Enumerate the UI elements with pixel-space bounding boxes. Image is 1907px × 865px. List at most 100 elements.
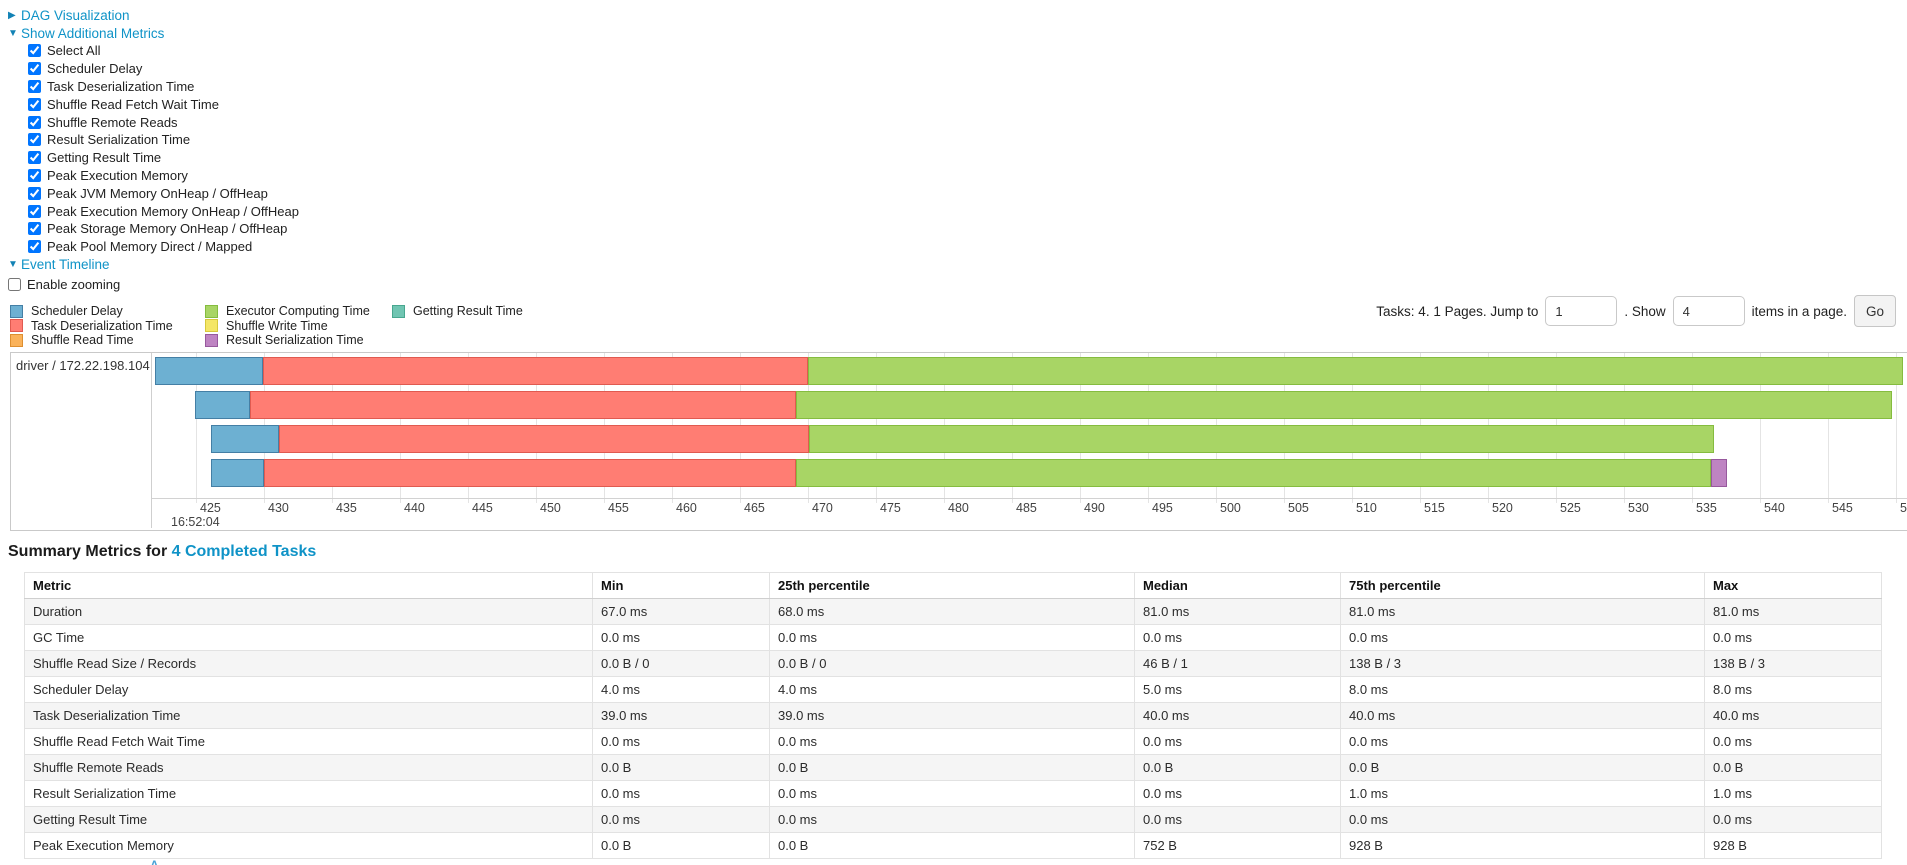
metric-checkbox-task-deserialization-time[interactable]: Task Deserialization Time: [28, 78, 299, 96]
jump-to-page-input[interactable]: [1545, 296, 1618, 326]
metric-checkbox-peak-storage-memory-onheap-offheap[interactable]: Peak Storage Memory OnHeap / OffHeap: [28, 220, 299, 238]
show-additional-metrics-link[interactable]: Show Additional Metrics: [21, 25, 165, 41]
event-timeline-toggle[interactable]: ▼ Event Timeline: [8, 256, 299, 274]
summary-col-header: 75th percentile: [1340, 572, 1705, 599]
metric-value-cell: 0.0 ms: [1704, 728, 1882, 755]
summary-row-gc-time: GC Time 0.0 ms 0.0 ms 0.0 ms 0.0 ms 0.0 ms: [24, 624, 1882, 651]
summary-table-body: Duration 67.0 ms 68.0 ms 81.0 ms 81.0 ms 81.0…: [24, 598, 1882, 859]
metric-value-cell: 0.0 B: [769, 754, 1135, 781]
metric-name-cell: Shuffle Read Size / Records: [24, 650, 593, 677]
enable-zooming-option[interactable]: Enable zooming: [8, 276, 299, 293]
checkbox[interactable]: [28, 222, 41, 236]
tick-label: 515: [1424, 501, 1445, 515]
summary-col-header: Metric: [24, 572, 593, 599]
go-button[interactable]: Go: [1853, 295, 1896, 327]
summary-row-shuffle-read-size-records: Shuffle Read Size / Records 0.0 B / 0 0.0 …: [24, 650, 1882, 677]
gridline: [1896, 353, 1897, 503]
event-timeline-link[interactable]: Event Timeline: [21, 257, 110, 273]
metric-value-cell: 752 B: [1134, 832, 1341, 859]
axis-time-label: 16:52:04: [171, 515, 220, 529]
task-bar-segment-executor-computing[interactable]: [795, 459, 1712, 487]
checkbox[interactable]: [28, 186, 41, 200]
task-bar-segment-task-deserialization[interactable]: [262, 357, 808, 385]
task-bar-segment-executor-computing[interactable]: [809, 425, 1714, 453]
metric-name-cell: Result Serialization Time: [24, 780, 593, 807]
legend-label: Executor Computing Time: [226, 304, 370, 319]
gridline: [1760, 353, 1761, 503]
metric-checkbox-shuffle-remote-reads[interactable]: Shuffle Remote Reads: [28, 113, 299, 131]
checkbox[interactable]: [28, 240, 41, 254]
metric-value-cell: 928 B: [1340, 832, 1705, 859]
legend-column: Scheduler Delay Task Deserialization Time…: [10, 304, 205, 348]
dag-visualization-toggle[interactable]: ▶ DAG Visualization: [8, 6, 299, 24]
tick-label: 545: [1832, 501, 1853, 515]
tick-label: 520: [1492, 501, 1513, 515]
checkbox[interactable]: [28, 133, 41, 147]
show-additional-metrics-toggle[interactable]: ▼ Show Additional Metrics: [8, 24, 299, 42]
summary-metrics-title: Summary Metrics for 4 Completed Tasks: [8, 543, 316, 561]
tasks-count-text: Tasks: 4. 1 Pages. Jump to: [1376, 303, 1539, 319]
task-bar-segment-task-deserialization[interactable]: [278, 425, 810, 453]
checkbox[interactable]: [28, 168, 41, 182]
metric-checkbox-peak-execution-memory[interactable]: Peak Execution Memory: [28, 167, 299, 185]
metrics-checkbox-list: Select All Scheduler Delay Task Deserializ…: [28, 42, 299, 256]
checkbox-label: Scheduler Delay: [47, 61, 143, 77]
legend-swatch-icon: [10, 333, 23, 347]
task-bar-segment-scheduler-delay[interactable]: [155, 357, 263, 385]
checkbox-label: Task Deserialization Time: [47, 78, 195, 94]
timeline-legend: Scheduler Delay Task Deserialization Time…: [10, 304, 523, 348]
checkbox[interactable]: [28, 97, 41, 111]
metric-value-cell: 0.0 ms: [769, 780, 1135, 807]
metric-value-cell: 0.0 ms: [1134, 728, 1341, 755]
metric-name-cell: Shuffle Read Fetch Wait Time: [24, 728, 593, 755]
tick-label: 485: [1016, 501, 1037, 515]
completed-tasks-link[interactable]: 4 Completed Tasks: [171, 543, 317, 560]
dag-visualization-link[interactable]: DAG Visualization: [21, 7, 130, 23]
metric-value-cell: 81.0 ms: [1704, 598, 1882, 625]
checkbox[interactable]: [28, 151, 41, 165]
task-bar-segment-result-serialization[interactable]: [1711, 459, 1728, 487]
task-bar-segment-scheduler-delay[interactable]: [194, 391, 251, 419]
checkbox-label: Peak Execution Memory: [47, 167, 188, 183]
enable-zooming-checkbox[interactable]: [8, 277, 21, 291]
metric-checkbox-scheduler-delay[interactable]: Scheduler Delay: [28, 60, 299, 78]
items-per-page-input[interactable]: [1672, 296, 1745, 326]
legend-column: Getting Result Time: [392, 304, 523, 348]
legend-label: Shuffle Write Time: [226, 318, 328, 333]
checkbox-label: Shuffle Remote Reads: [47, 114, 178, 130]
timeline-group-column: driver / 172.22.198.104: [11, 353, 152, 528]
metric-checkbox-peak-jvm-memory-onheap-offheap[interactable]: Peak JVM Memory OnHeap / OffHeap: [28, 184, 299, 202]
event-timeline-chart: driver / 172.22.198.104 425 430 435 440 445 4…: [10, 352, 1907, 531]
task-bar-segment-executor-computing[interactable]: [808, 357, 1903, 385]
task-bar-segment-task-deserialization[interactable]: [250, 391, 796, 419]
metric-checkbox-shuffle-read-fetch-wait-time[interactable]: Shuffle Read Fetch Wait Time: [28, 95, 299, 113]
checkbox[interactable]: [28, 204, 41, 218]
tick-label: 455: [608, 501, 629, 515]
metric-name-cell: Shuffle Remote Reads: [24, 754, 593, 781]
metric-value-cell: 0.0 B / 0: [592, 650, 770, 677]
task-bar-segment-scheduler-delay[interactable]: [210, 459, 264, 487]
metric-value-cell: 8.0 ms: [1340, 676, 1705, 703]
metric-checkbox-getting-result-time[interactable]: Getting Result Time: [28, 149, 299, 167]
task-bar-segment-executor-computing[interactable]: [795, 391, 1892, 419]
checkbox[interactable]: [28, 115, 41, 129]
cutoff-next-section-link[interactable]: A: [150, 858, 159, 865]
metric-value-cell: 0.0 ms: [769, 624, 1135, 651]
metric-value-cell: 0.0 B: [1340, 754, 1705, 781]
metric-value-cell: 1.0 ms: [1340, 780, 1705, 807]
metric-value-cell: 39.0 ms: [769, 702, 1135, 729]
checkbox[interactable]: [28, 44, 41, 58]
task-bar-segment-task-deserialization[interactable]: [264, 459, 796, 487]
metric-checkbox-peak-execution-memory-onheap-offheap[interactable]: Peak Execution Memory OnHeap / OffHeap: [28, 202, 299, 220]
checkbox[interactable]: [28, 62, 41, 76]
metric-value-cell: 0.0 B: [769, 832, 1135, 859]
metric-checkbox-peak-pool-memory-direct-mapped[interactable]: Peak Pool Memory Direct / Mapped: [28, 238, 299, 256]
tick-label: 430: [268, 501, 289, 515]
metric-value-cell: 0.0 ms: [592, 728, 770, 755]
legend-label: Result Serialization Time: [226, 333, 364, 348]
task-bar-segment-scheduler-delay[interactable]: [210, 425, 279, 453]
checkbox[interactable]: [28, 79, 41, 93]
metric-checkbox-result-serialization-time[interactable]: Result Serialization Time: [28, 131, 299, 149]
metric-value-cell: 0.0 B / 0: [769, 650, 1135, 677]
metric-checkbox-select-all[interactable]: Select All: [28, 42, 299, 60]
